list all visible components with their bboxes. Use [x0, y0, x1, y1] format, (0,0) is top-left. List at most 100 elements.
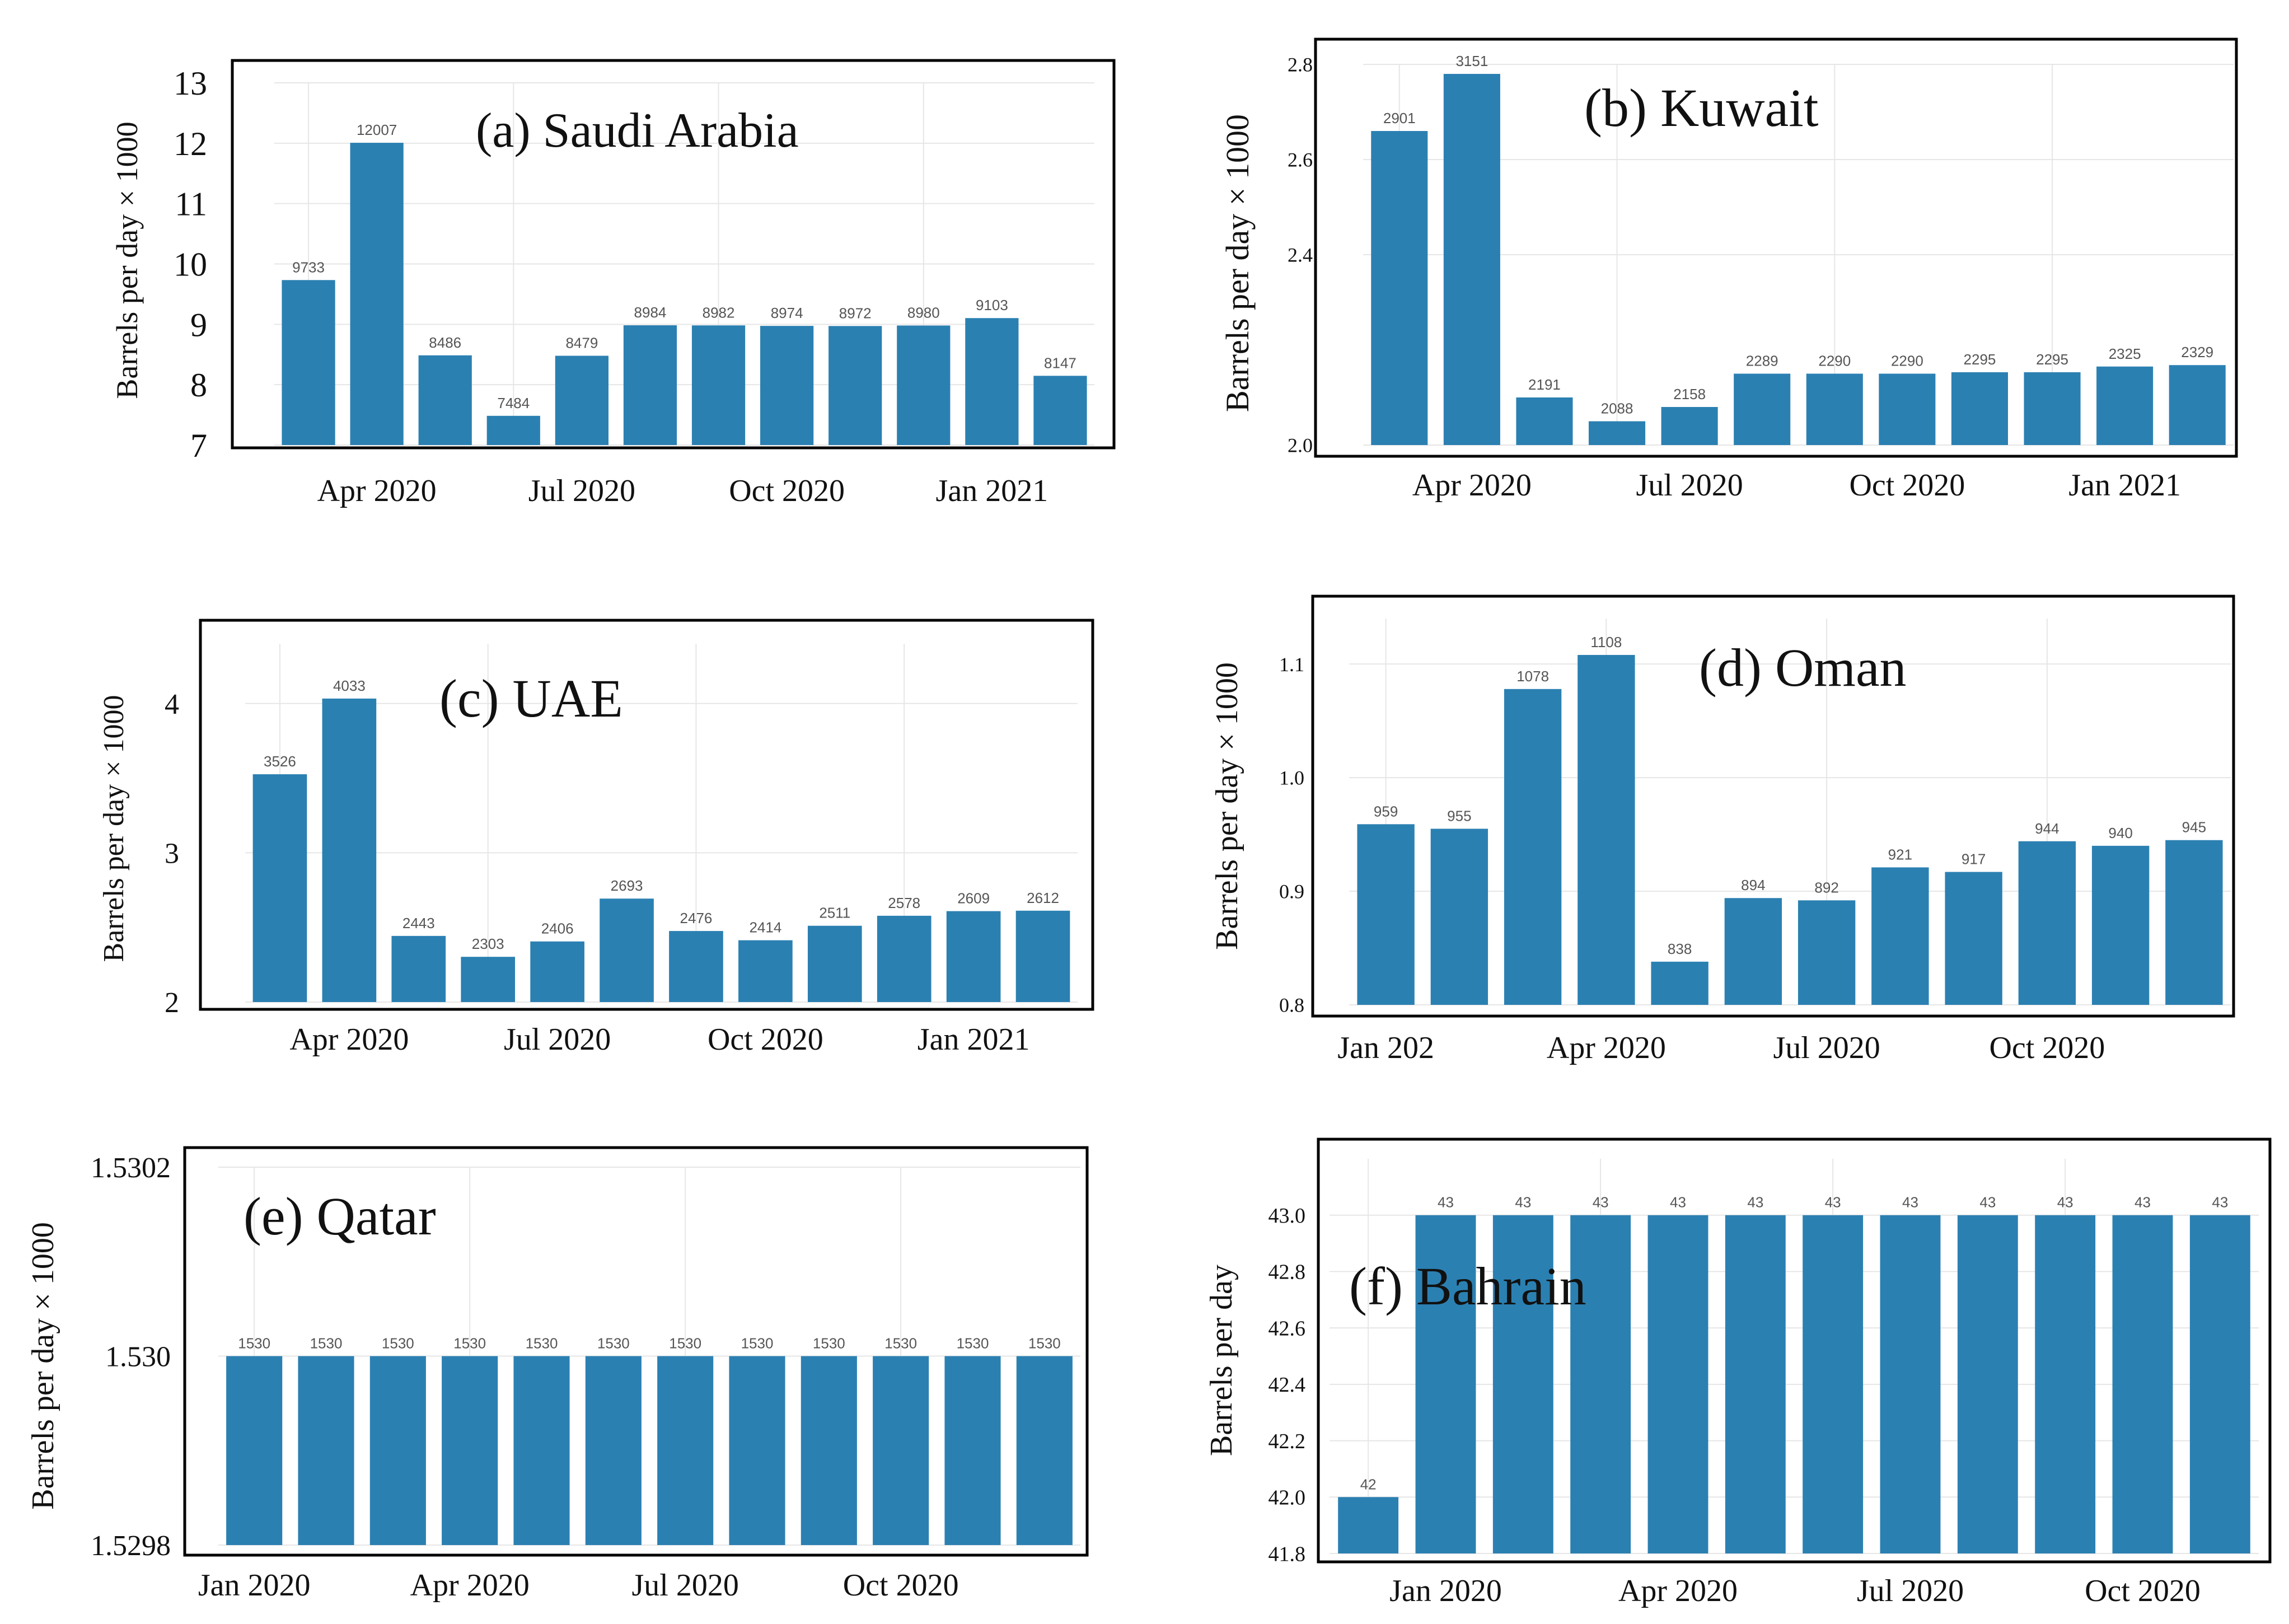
value-label: 2289 [1746, 353, 1778, 369]
x-tick-label: Oct 2020 [1989, 1031, 2105, 1065]
value-label: 1530 [597, 1335, 630, 1352]
bar-oman-4 [1651, 961, 1708, 1005]
panel-title: (f) Bahrain [1349, 1256, 1586, 1316]
value-label: 43 [1670, 1194, 1686, 1211]
x-tick-label: Jul 2020 [1857, 1574, 1964, 1608]
y-axis-label: Barrels per day × 1000 [1210, 662, 1244, 950]
value-label: 1530 [957, 1335, 989, 1352]
bar-saudi-1 [350, 143, 404, 446]
bar-uae-10 [946, 911, 1001, 1002]
value-label: 8486 [429, 334, 461, 351]
value-label: 940 [2108, 825, 2132, 841]
value-label: 43 [1438, 1194, 1454, 1211]
value-label: 2609 [957, 890, 990, 907]
bar-saudi-3 [486, 415, 540, 445]
y-tick-label: 42.8 [1268, 1261, 1306, 1284]
plot-frame [199, 619, 1094, 1011]
x-tick-label: Jul 2020 [1636, 468, 1743, 503]
bar-bahrain-6 [1803, 1215, 1864, 1553]
value-label: 2290 [1818, 353, 1851, 369]
value-label: 2476 [680, 910, 713, 926]
value-label: 2295 [2036, 351, 2068, 368]
y-tick-label: 4 [165, 689, 179, 720]
y-tick-label: 12 [174, 125, 207, 162]
panel-bahrain: 42 43 43 43 43 43 43 43 43 43 43 43 43.0 42.8 42.6 42.4… [1204, 1138, 2272, 1608]
value-label: 1530 [382, 1335, 414, 1352]
value-label: 2290 [1891, 353, 1923, 369]
bar-oman-7 [1871, 867, 1929, 1005]
value-label: 2511 [819, 905, 850, 921]
value-label: 2191 [1528, 376, 1561, 393]
bar-saudi-2 [418, 355, 472, 445]
bar-uae-2 [391, 935, 446, 1002]
value-label: 2414 [749, 919, 781, 936]
x-tick-label: Apr 2020 [410, 1568, 530, 1603]
value-label: 43 [1515, 1194, 1531, 1211]
bar-saudi-10 [965, 318, 1019, 445]
bar-uae-0 [252, 774, 307, 1002]
value-label: 892 [1814, 879, 1838, 896]
value-label: 12007 [357, 121, 397, 138]
bar-bahrain-4 [1647, 1215, 1708, 1553]
panel-title: (d) Oman [1699, 638, 1907, 698]
panel-title: (b) Kuwait [1584, 78, 1819, 138]
y-tick-label: 42.6 [1268, 1317, 1306, 1340]
bar-bahrain-8 [1957, 1215, 2018, 1553]
y-tick-label: 2.8 [1288, 54, 1313, 76]
bar-kuwait-2 [1516, 397, 1573, 445]
y-tick-label: 2.4 [1288, 244, 1313, 266]
bar-oman-6 [1798, 900, 1856, 1005]
value-label: 8147 [1044, 354, 1076, 371]
value-label: 2158 [1673, 386, 1706, 403]
panel-uae: 3526 4033 2443 2303 2406 2693 2476 2414 2511 2578… [98, 619, 1094, 1057]
y-axis-label: Barrels per day × 1000 [26, 1222, 60, 1510]
y-tick-label: 11 [175, 186, 207, 223]
y-tick-label: 2.0 [1288, 434, 1313, 457]
bar-saudi-11 [1033, 376, 1087, 445]
plot-frame [183, 1146, 1089, 1557]
x-tick-label: Jan 2021 [918, 1022, 1030, 1057]
bar-uae-5 [600, 898, 654, 1002]
value-label: 43 [1902, 1194, 1918, 1211]
value-label: 43 [1825, 1194, 1841, 1211]
value-label: 43 [2134, 1194, 2151, 1211]
plot-frame [1317, 1138, 2272, 1564]
value-label: 1530 [526, 1335, 558, 1352]
bar-qatar-11 [1016, 1356, 1073, 1545]
bar-bahrain-9 [2035, 1215, 2096, 1553]
value-label: 3526 [264, 753, 296, 770]
bar-uae-9 [877, 915, 931, 1002]
bar-uae-4 [530, 941, 584, 1002]
value-label: 2901 [1383, 110, 1416, 127]
plot-frame [1314, 38, 2238, 458]
value-label: 9733 [292, 259, 325, 275]
bar-qatar-9 [873, 1356, 929, 1545]
value-label: 43 [1593, 1194, 1609, 1211]
bar-kuwait-1 [1443, 74, 1500, 445]
bar-uae-8 [807, 925, 862, 1002]
panel-kuwait: 2901 3151 2191 2088 2158 2289 2290 2290 2295 2295… [1219, 38, 2238, 503]
value-label: 7484 [497, 395, 530, 411]
value-label: 921 [1888, 846, 1912, 863]
value-label: 2578 [888, 895, 920, 911]
x-tick-label: Apr 2020 [1547, 1031, 1666, 1065]
value-label: 1530 [813, 1335, 845, 1352]
bar-oman-5 [1724, 898, 1782, 1005]
panel-qatar: 1530 1530 1530 1530 1530 1530 1530 1530 1530 1530… [26, 1146, 1089, 1603]
x-tick-label: Jul 2020 [1773, 1031, 1880, 1065]
bar-kuwait-4 [1661, 407, 1718, 445]
value-label: 2406 [541, 920, 574, 937]
value-label: 1530 [669, 1335, 701, 1352]
plot-frame [1311, 595, 2235, 1018]
x-tick-label: Oct 2020 [729, 474, 845, 508]
bar-uae-11 [1015, 910, 1070, 1002]
y-axis-label: Barrels per day × 1000 [110, 121, 144, 399]
x-tick-label: Jul 2020 [504, 1022, 611, 1057]
y-tick-label: 1.530 [105, 1341, 171, 1373]
x-tick-label: Jan 202 [1337, 1031, 1434, 1065]
value-label: 2612 [1027, 890, 1059, 906]
value-label: 43 [2212, 1194, 2228, 1211]
x-tick-label: Jan 2020 [198, 1568, 311, 1603]
value-label: 2693 [611, 877, 643, 894]
bar-bahrain-1 [1415, 1215, 1476, 1553]
